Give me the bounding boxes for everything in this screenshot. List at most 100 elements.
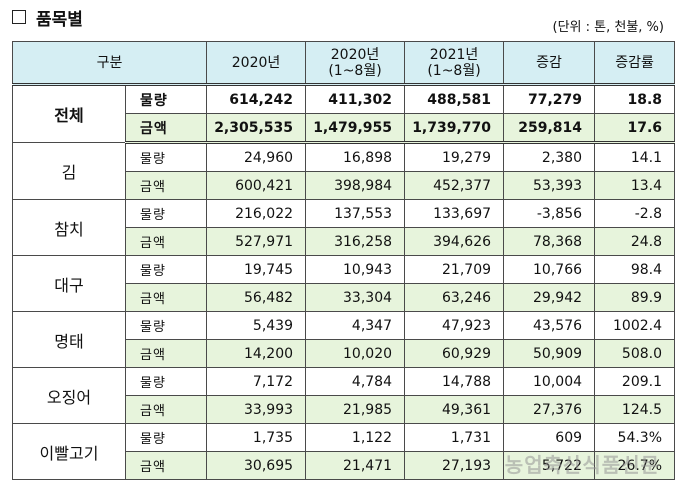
items-group: 김 물량 24,960 16,898 19,279 2,380 14.1 금액 600,421 3… [12, 142, 676, 480]
header-row: 구분 2020년 2020년 (1~8월) 2021년 (1~8월) 증감 증감… [11, 41, 676, 86]
publisher-watermark: 농업축산식품신문 [504, 453, 660, 477]
cell-2021-partial: 49,361 [404, 395, 505, 424]
cell-2021-partial: 63,246 [404, 283, 505, 312]
cell-2020: 19,745 [206, 255, 307, 284]
cell-2020-partial: 16,898 [305, 142, 406, 172]
unit-note: (단위 : 톤, 천불, %) [552, 20, 664, 35]
cell-rate: 1002.4 [594, 311, 676, 340]
cell-2020-partial: 1,122 [305, 423, 406, 452]
header-rate: 증감률 [594, 41, 676, 86]
cell-2021-partial: 133,697 [404, 199, 505, 228]
cell-change: 53,393 [503, 171, 596, 200]
cell-2020-partial: 10,020 [305, 339, 406, 368]
cell-rate: 209.1 [594, 367, 676, 396]
cell-2020: 33,993 [206, 395, 307, 424]
cell-2021-partial: 14,788 [404, 367, 505, 396]
total-group: 전체 물량 614,242 411,302 488,581 77,279 18.… [12, 84, 676, 144]
cell-rate: -2.8 [594, 199, 676, 228]
row-category: 명태 [12, 311, 126, 368]
cell-2021-partial: 488,581 [404, 84, 505, 114]
header-2021-partial-period: (1~8월) [427, 62, 481, 79]
cell-2021-partial: 394,626 [404, 227, 505, 256]
cell-change: -3,856 [503, 199, 596, 228]
export-by-item-table: 구분 2020년 2020년 (1~8월) 2021년 (1~8월) 증감 증감… [11, 41, 676, 480]
cell-2020-partial: 4,784 [305, 367, 406, 396]
cell-2020-partial: 10,943 [305, 255, 406, 284]
row-metric: 금액 [124, 451, 208, 480]
cell-2020-partial: 21,985 [305, 395, 406, 424]
row-metric: 물량 [124, 84, 208, 114]
cell-2020-partial: 398,984 [305, 171, 406, 200]
header-category: 구분 [11, 41, 208, 86]
cell-change: 27,376 [503, 395, 596, 424]
table-row: 금액 56,482 33,304 63,246 29,942 89.9 [13, 283, 676, 312]
cell-rate: 89.9 [594, 283, 676, 312]
cell-change: 609 [503, 423, 596, 452]
row-category: 김 [12, 142, 126, 200]
cell-2020: 1,735 [206, 423, 307, 452]
table-row: 명태 물량 5,439 4,347 47,923 43,576 1002.4 [12, 311, 676, 368]
cell-change: 259,814 [503, 113, 596, 144]
row-category: 전체 [12, 84, 126, 143]
cell-change: 77,279 [503, 84, 596, 114]
row-metric: 금액 [124, 227, 208, 256]
cell-change: 78,368 [503, 227, 596, 256]
cell-2020-partial: 21,471 [305, 451, 406, 480]
section-title: 품목별 [36, 9, 83, 30]
row-metric: 물량 [124, 311, 208, 340]
cell-2020: 2,305,535 [206, 113, 307, 144]
cell-rate: 17.6 [594, 113, 676, 144]
row-metric: 물량 [124, 423, 208, 452]
cell-rate: 24.8 [594, 227, 676, 256]
header-2020: 2020년 [206, 41, 307, 86]
table-row: 대구 물량 19,745 10,943 21,709 10,766 98.4 [12, 255, 676, 312]
cell-2020: 614,242 [206, 84, 307, 114]
cell-2020: 5,439 [206, 311, 307, 340]
table-row: 금액 600,421 398,984 452,377 53,393 13.4 [13, 171, 676, 200]
cell-rate: 54.3% [594, 423, 676, 452]
header-2020-partial: 2020년 (1~8월) [305, 41, 406, 86]
table-row: 김 물량 24,960 16,898 19,279 2,380 14.1 [12, 142, 676, 200]
cell-change: 2,380 [503, 142, 596, 172]
cell-rate: 14.1 [594, 142, 676, 172]
section-heading: 품목별 [12, 4, 83, 30]
row-metric: 금액 [124, 113, 208, 144]
cell-2021-partial: 60,929 [404, 339, 505, 368]
cell-2020: 14,200 [206, 339, 307, 368]
cell-rate: 98.4 [594, 255, 676, 284]
cell-2020-partial: 137,553 [305, 199, 406, 228]
row-metric: 물량 [124, 199, 208, 228]
cell-2020-partial: 316,258 [305, 227, 406, 256]
cell-rate: 26.7% [594, 451, 676, 480]
cell-2021-partial: 19,279 [404, 142, 505, 172]
cell-2020-partial: 411,302 [305, 84, 406, 114]
header-2020-partial-period: (1~8월) [328, 62, 382, 79]
table-row: 이빨고기 물량 1,735 1,122 1,731 609 54.3% [12, 423, 676, 480]
cell-2020-partial: 1,479,955 [305, 113, 406, 144]
row-metric: 금액 [124, 283, 208, 312]
cell-change: 43,576 [503, 311, 596, 340]
cell-2020-partial: 4,347 [305, 311, 406, 340]
cell-2020: 7,172 [206, 367, 307, 396]
cell-rate: 508.0 [594, 339, 676, 368]
cell-rate: 18.8 [594, 84, 676, 114]
header-2021-partial-year: 2021년 [429, 46, 479, 63]
cell-change: 10,004 [503, 367, 596, 396]
row-category: 오징어 [12, 367, 126, 424]
table-row: 금액 2,305,535 1,479,955 1,739,770 259,814… [13, 113, 676, 144]
checkbox-square-icon [12, 10, 26, 24]
cell-2020: 216,022 [206, 199, 307, 228]
table-row: 금액 30,695 21,471 27,193 5,722 26.7% [13, 451, 676, 480]
row-category: 대구 [12, 255, 126, 312]
row-category: 이빨고기 [12, 423, 126, 480]
table-row: 금액 527,971 316,258 394,626 78,368 24.8 [13, 227, 676, 256]
header-change: 증감 [503, 41, 596, 86]
cell-rate: 124.5 [594, 395, 676, 424]
row-metric: 물량 [124, 255, 208, 284]
cell-2021-partial: 27,193 [404, 451, 505, 480]
cell-2021-partial: 21,709 [404, 255, 505, 284]
cell-change: 50,909 [503, 339, 596, 368]
cell-change: 10,766 [503, 255, 596, 284]
cell-2020: 527,971 [206, 227, 307, 256]
row-metric: 금액 [124, 339, 208, 368]
